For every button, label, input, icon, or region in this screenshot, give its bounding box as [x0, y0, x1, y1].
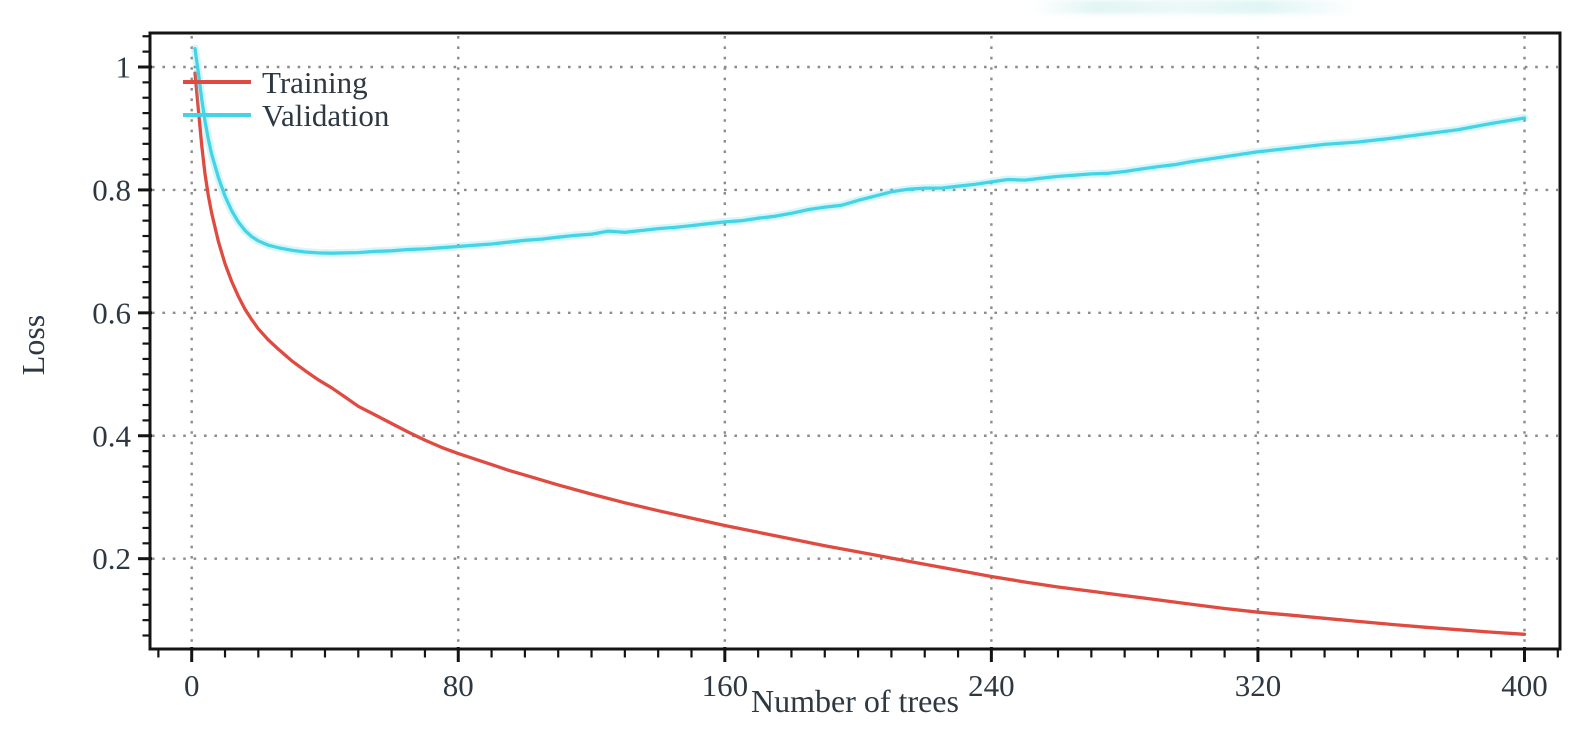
y-tick-label-0.8: 0.8	[92, 172, 131, 207]
x-tick-label-400: 400	[1501, 668, 1548, 703]
x-tick-label-0: 0	[184, 668, 200, 703]
legend-label-validation: Validation	[262, 98, 390, 133]
x-tick-label-320: 320	[1235, 668, 1282, 703]
y-axis-label: Loss	[15, 315, 51, 375]
series-line-validation	[193, 46, 1527, 255]
y-tick-label-0.4: 0.4	[92, 418, 131, 453]
x-tick-label-80: 80	[443, 668, 474, 703]
y-tick-label-0.2: 0.2	[92, 541, 131, 576]
plot-frame	[148, 31, 1562, 651]
legend-label-training: Training	[262, 65, 368, 100]
x-tick-label-160: 160	[702, 668, 749, 703]
y-tick-label-1: 1	[116, 50, 132, 85]
series-halo-validation	[191, 44, 1529, 258]
x-tick-label-240: 240	[968, 668, 1015, 703]
y-tick-label-0.6: 0.6	[92, 295, 131, 330]
x-axis-label: Number of trees	[751, 683, 959, 719]
series-line-training	[193, 71, 1527, 636]
